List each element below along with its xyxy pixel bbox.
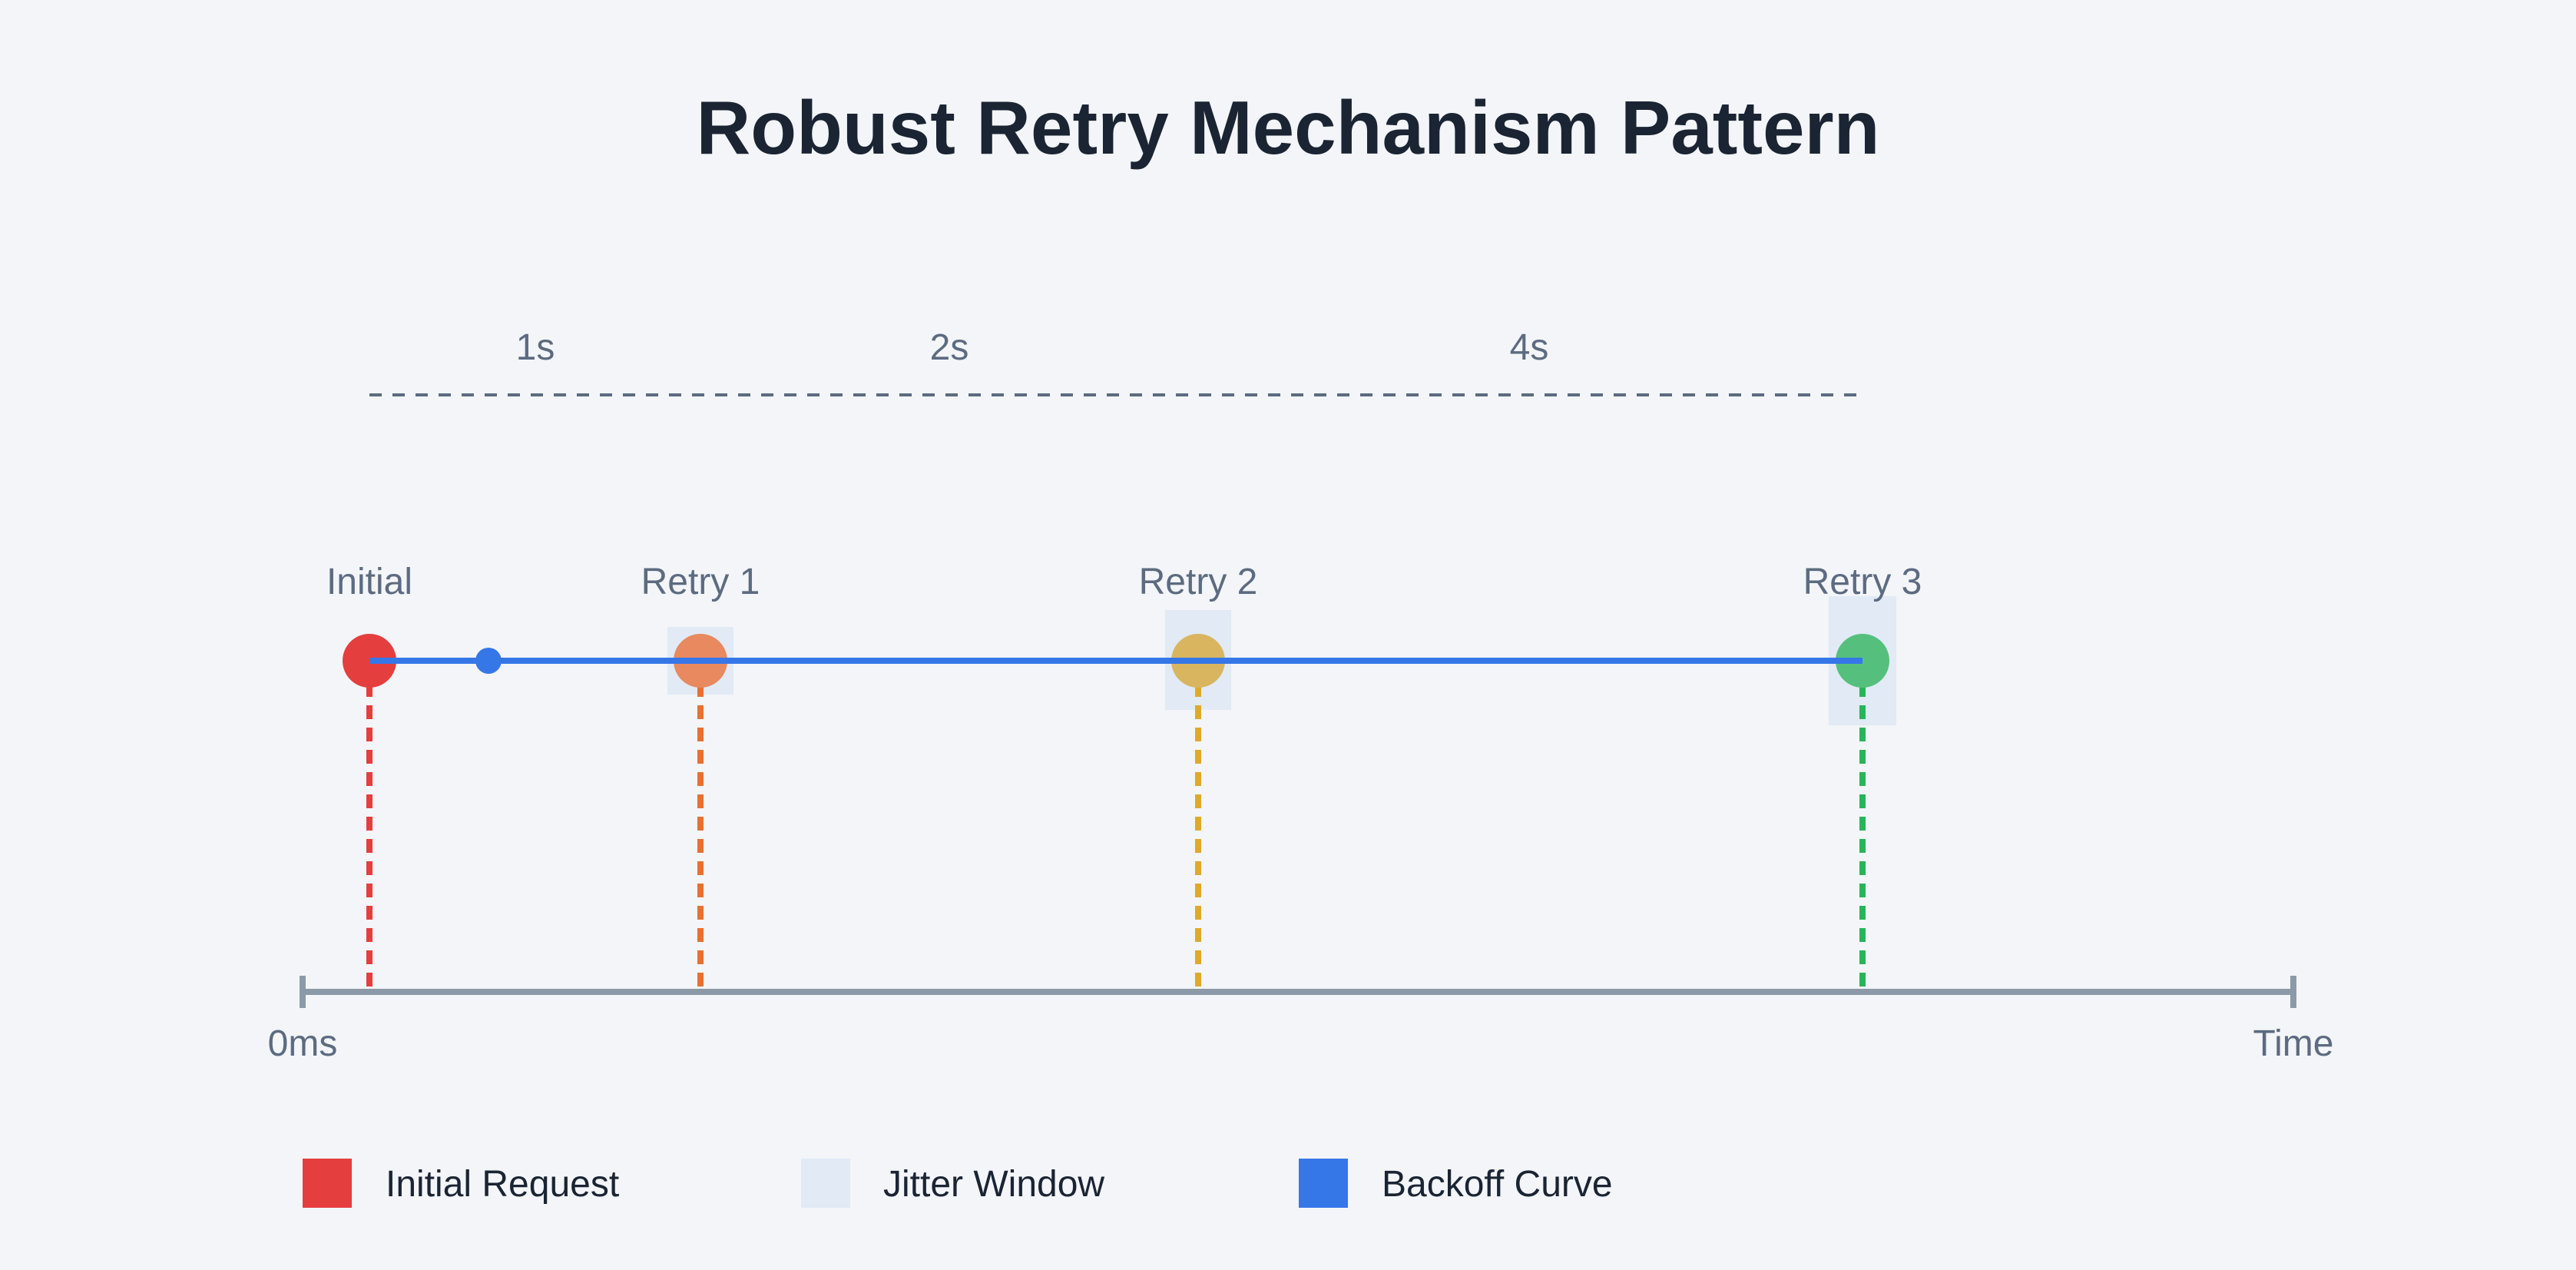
interval-label-1s: 1s (516, 327, 555, 368)
interval-label-2s: 2s (930, 327, 969, 368)
interval-label-4s: 4s (1510, 327, 1549, 368)
event-label-retry-2: Retry 2 (1139, 562, 1258, 602)
legend-swatch-initial-request (303, 1159, 352, 1208)
event-label-retry-3: Retry 3 (1803, 562, 1922, 602)
legend-label-jitter-window: Jitter Window (883, 1164, 1104, 1205)
event-label-initial: Initial (326, 562, 412, 602)
legend: Initial Request Jitter Window Backoff Cu… (303, 1159, 1613, 1208)
diagram-title: Robust Retry Mechanism Pattern (696, 85, 1879, 170)
legend-swatch-jitter-window (801, 1159, 850, 1208)
event-label-retry-1: Retry 1 (641, 562, 760, 602)
legend-label-initial-request: Initial Request (386, 1164, 619, 1205)
legend-label-backoff-curve: Backoff Curve (1382, 1164, 1613, 1205)
legend-swatch-backoff-curve (1299, 1159, 1348, 1208)
backoff-curve-point (475, 648, 502, 674)
axis-start-label: 0ms (268, 1023, 338, 1064)
axis-end-label: Time (2253, 1023, 2334, 1064)
